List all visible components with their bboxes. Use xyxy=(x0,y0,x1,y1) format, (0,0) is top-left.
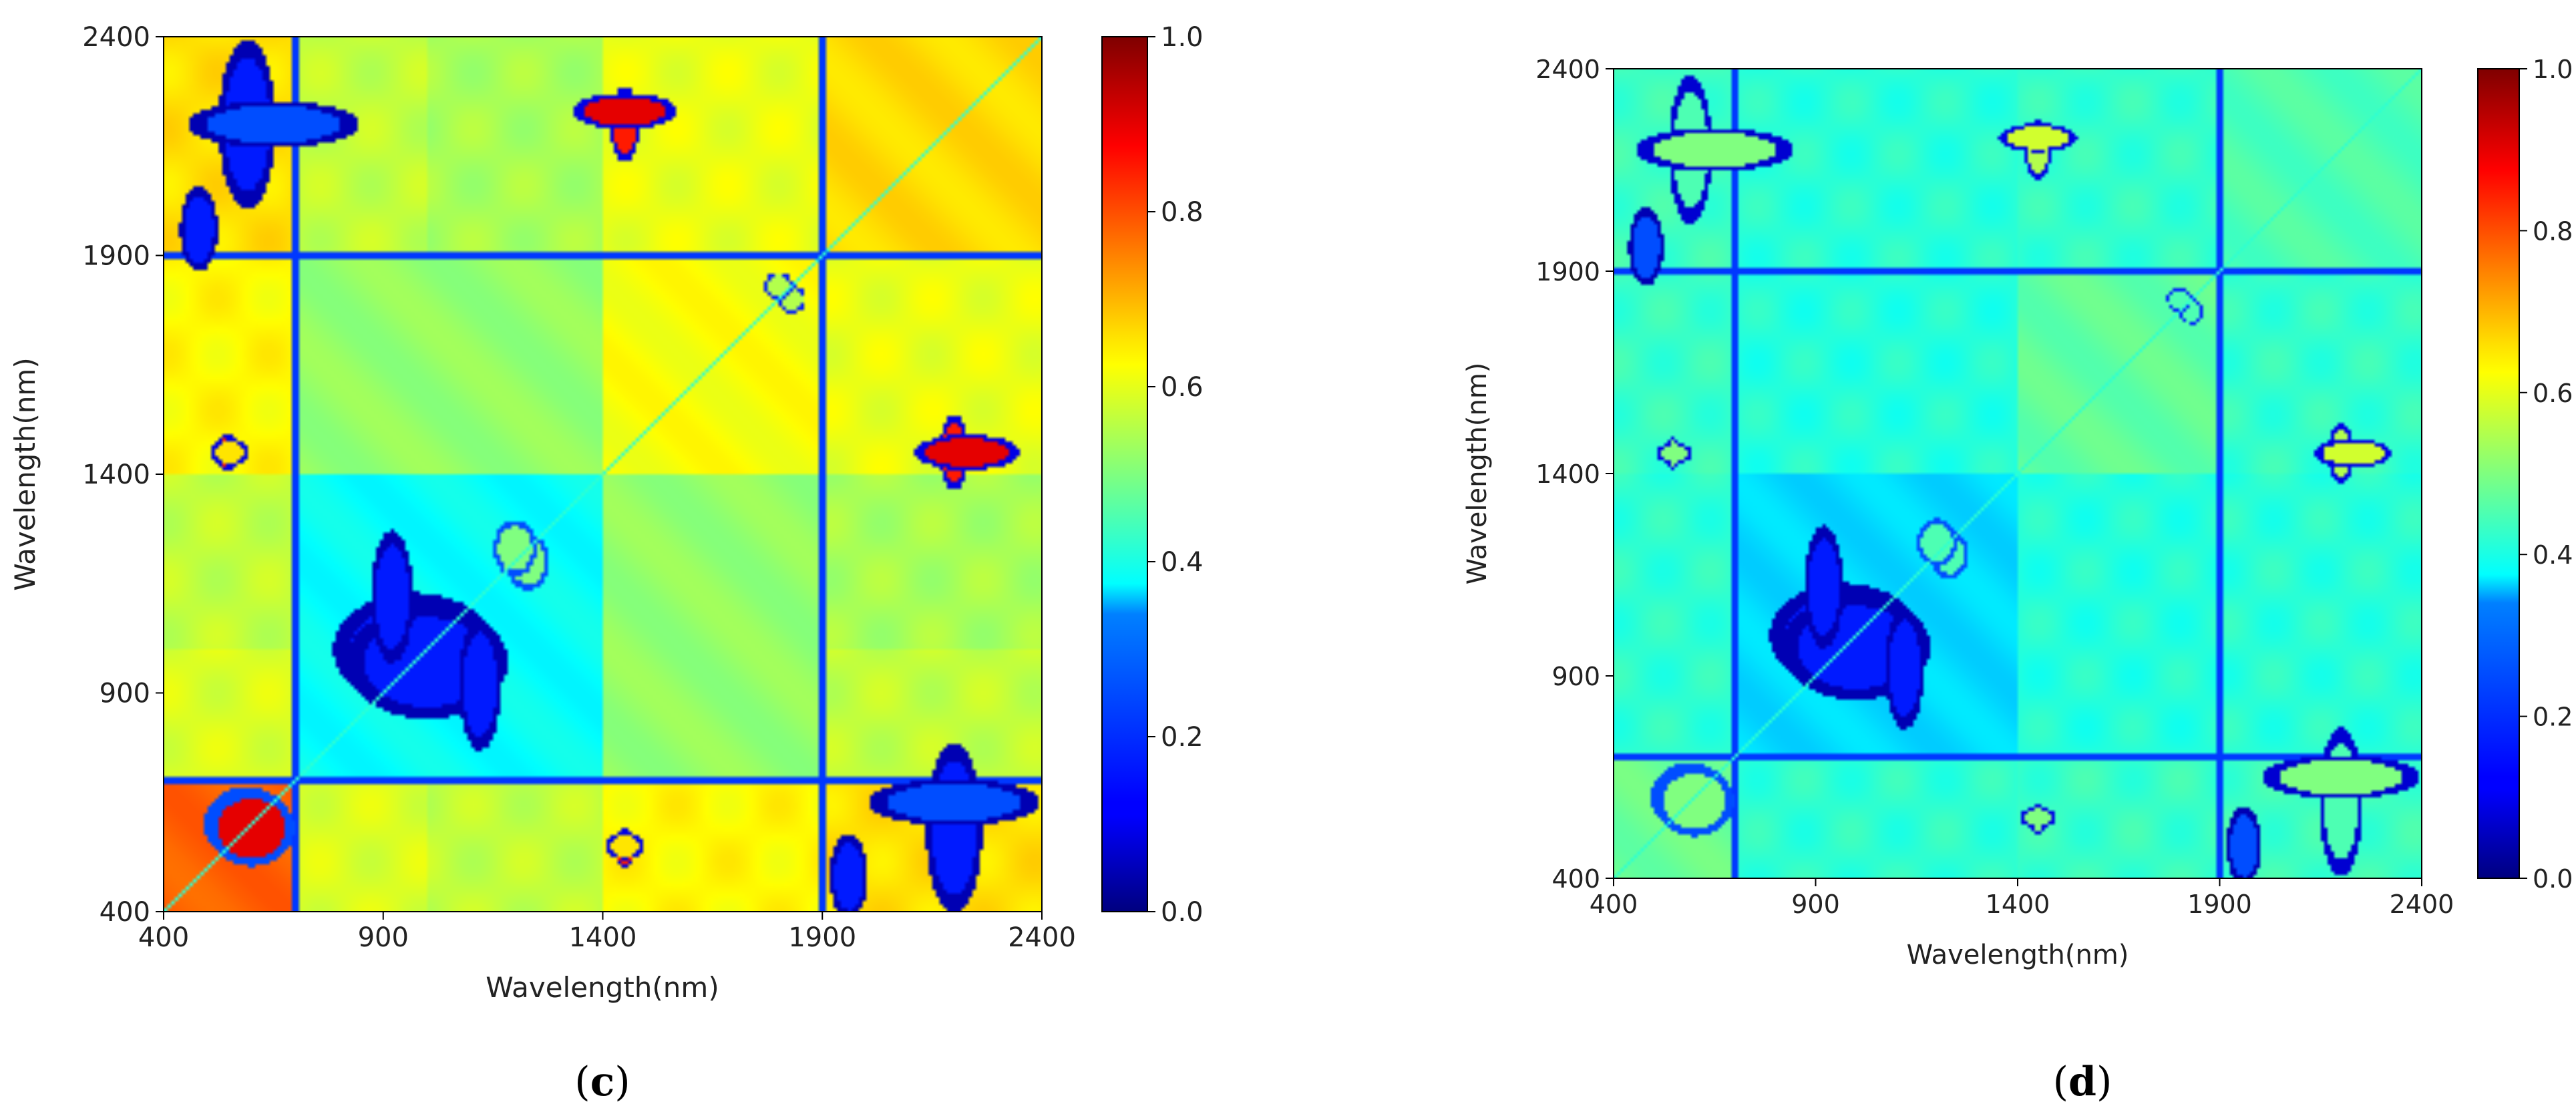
x-tick-label-d: 1400 xyxy=(1986,890,2050,919)
colorbar-tick-label-c: 1.0 xyxy=(1161,22,1204,53)
colorbar-tick-label-d: 0.0 xyxy=(2533,864,2573,894)
colorbar-tick-label-c: 0.6 xyxy=(1161,372,1204,403)
colorbar-tick-label-c: 0.8 xyxy=(1161,197,1204,228)
x-tick-label-d: 2400 xyxy=(2390,890,2454,919)
y-axis-label-c: Wavelength(nm) xyxy=(9,357,41,590)
x-tick-label-c: 900 xyxy=(358,922,409,953)
colorbar-tick-label-c: 0.0 xyxy=(1161,897,1204,928)
colorbar-tick-label-c: 0.4 xyxy=(1161,547,1204,578)
colorbar-tick-label-d: 0.4 xyxy=(2533,540,2573,570)
y-axis-label-d: Wavelength(nm) xyxy=(1462,363,1493,585)
y-tick-label-c: 2400 xyxy=(82,22,150,53)
x-tick-label-c: 1900 xyxy=(788,922,856,953)
x-ticks-c: 400 900 1400 1900 2400 xyxy=(138,912,1076,953)
x-tick-label-c: 400 xyxy=(138,922,189,953)
panel-label-d: (d) xyxy=(2053,1059,2112,1104)
colorbar-d: 0.0 0.2 0.4 0.6 0.8 1.0 xyxy=(2477,55,2573,894)
x-tick-label-c: 2400 xyxy=(1008,922,1076,953)
x-ticks-d: 400 900 1400 1900 2400 xyxy=(1590,878,2454,919)
y-ticks-d: 400 900 1400 1900 2400 xyxy=(1535,55,1614,894)
heatmap-d xyxy=(1613,68,2422,879)
colorbar-ticks-d: 0.0 0.2 0.4 0.6 0.8 1.0 xyxy=(2519,55,2573,894)
heatmap-image-d xyxy=(1614,69,2422,878)
y-tick-label-c: 1900 xyxy=(82,241,150,272)
colorbar-tick-label-d: 0.6 xyxy=(2533,379,2573,408)
y-tick-label-c: 400 xyxy=(100,897,150,928)
panel-label-c: (c) xyxy=(574,1059,630,1104)
x-axis-label-c: Wavelength(nm) xyxy=(486,971,719,1004)
x-axis-label-d: Wavelength(nm) xyxy=(1907,940,2129,970)
heatmap-image-c xyxy=(164,37,1042,912)
colorbar-ticks-c: 0.0 0.2 0.4 0.6 0.8 1.0 xyxy=(1147,22,1204,928)
colorbar-tick-label-c: 0.2 xyxy=(1161,722,1204,753)
panel-c: 400 900 1400 1900 2400 400 900 1400 1900 2400 Wa… xyxy=(9,22,1204,1104)
colorbar-tick-label-d: 1.0 xyxy=(2533,55,2573,84)
y-tick-label-d: 400 xyxy=(1551,864,1600,894)
colorbar-gradient-d xyxy=(2477,68,2520,879)
x-tick-label-c: 1400 xyxy=(569,922,637,953)
colorbar-gradient-c xyxy=(1101,36,1148,912)
colorbar-tick-label-d: 0.8 xyxy=(2533,216,2573,246)
x-tick-label-d: 900 xyxy=(1791,890,1840,919)
y-tick-label-d: 2400 xyxy=(1535,55,1600,84)
x-tick-label-d: 400 xyxy=(1590,890,1638,919)
y-ticks-c: 400 900 1400 1900 2400 xyxy=(82,22,164,928)
y-tick-label-d: 900 xyxy=(1551,662,1600,691)
heatmap-c xyxy=(163,36,1043,912)
y-tick-label-d: 1900 xyxy=(1535,257,1600,287)
y-tick-label-c: 900 xyxy=(100,679,150,709)
panel-d: 400 900 1400 1900 2400 400 900 1400 1900 2400 Wa… xyxy=(1462,55,2573,1104)
x-tick-label-d: 1900 xyxy=(2187,890,2252,919)
colorbar-c: 0.0 0.2 0.4 0.6 0.8 1.0 xyxy=(1101,22,1204,928)
y-tick-label-d: 1400 xyxy=(1535,459,1600,489)
y-tick-label-c: 1400 xyxy=(82,459,150,490)
colorbar-tick-label-d: 0.2 xyxy=(2533,703,2573,732)
